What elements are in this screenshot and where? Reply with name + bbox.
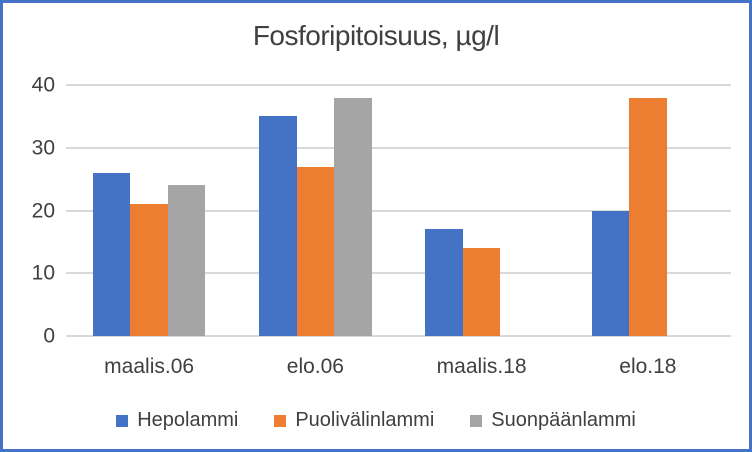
legend-swatch-icon xyxy=(470,414,483,427)
legend-label: Puolivälinlammi xyxy=(295,409,435,431)
gridline-40 xyxy=(66,84,731,86)
legend: Hepolammi Puolivälinlammi Suonpäänlammi xyxy=(3,409,749,432)
legend-item-puoliv-linlammi: Puolivälinlammi xyxy=(274,409,434,432)
legend-item-hepolammi: Hepolammi xyxy=(116,409,238,432)
bar-puoliv-linlammi-elo-06 xyxy=(296,166,335,336)
legend-label: Suonpäänlammi xyxy=(491,409,636,431)
legend-item-suonp-nlammi: Suonpäänlammi xyxy=(470,409,636,432)
y-tick-label-20: 20 xyxy=(31,199,55,222)
x-axis-label-maalis-06: maalis.06 xyxy=(104,355,195,378)
bar-suonp-nlammi-elo-06 xyxy=(334,97,372,336)
gridline-20 xyxy=(66,209,731,212)
gridline-10 xyxy=(66,272,731,275)
legend-label: Hepolammi xyxy=(137,409,239,431)
bar-groups xyxy=(66,85,731,336)
bar-hepolammi-maalis-06 xyxy=(92,172,131,336)
y-tick-label-30: 30 xyxy=(31,136,55,160)
legend-swatch-icon xyxy=(274,414,287,427)
bar-hepolammi-elo-06 xyxy=(259,116,297,336)
bar-group-maalis-06 xyxy=(66,85,232,336)
bar-puoliv-linlammi-maalis-06 xyxy=(130,204,168,336)
legend-swatch-icon xyxy=(116,414,129,427)
bar-puoliv-linlammi-maalis-18 xyxy=(462,248,501,336)
y-tick-label-40: 40 xyxy=(31,73,55,97)
bar-puoliv-linlammi-elo-18 xyxy=(629,97,667,336)
bar-hepolammi-maalis-18 xyxy=(425,229,463,336)
x-axis-label-maalis-18: maalis.18 xyxy=(436,355,527,378)
bar-group-elo-18 xyxy=(565,85,731,336)
bar-group-elo-06 xyxy=(232,85,398,336)
bar-group-maalis-18 xyxy=(399,85,565,336)
gridline-30 xyxy=(66,146,731,149)
y-tick-label-10: 10 xyxy=(31,261,55,285)
bar-suonp-nlammi-maalis-06 xyxy=(167,185,206,336)
x-axis: maalis.06 elo.06 maalis.18 elo.18 xyxy=(66,355,731,379)
bar-hepolammi-elo-18 xyxy=(591,210,630,336)
y-axis: 0 10 20 30 40 xyxy=(11,75,55,347)
x-axis-label-elo-18: elo.18 xyxy=(619,355,677,378)
plot-area xyxy=(66,84,731,337)
x-axis-label-elo-06: elo.06 xyxy=(286,355,344,378)
y-tick-label-0: 0 xyxy=(43,324,55,348)
chart-title: Fosforipitoisuus, µg/l xyxy=(252,20,500,51)
gridline-0 xyxy=(66,335,731,337)
